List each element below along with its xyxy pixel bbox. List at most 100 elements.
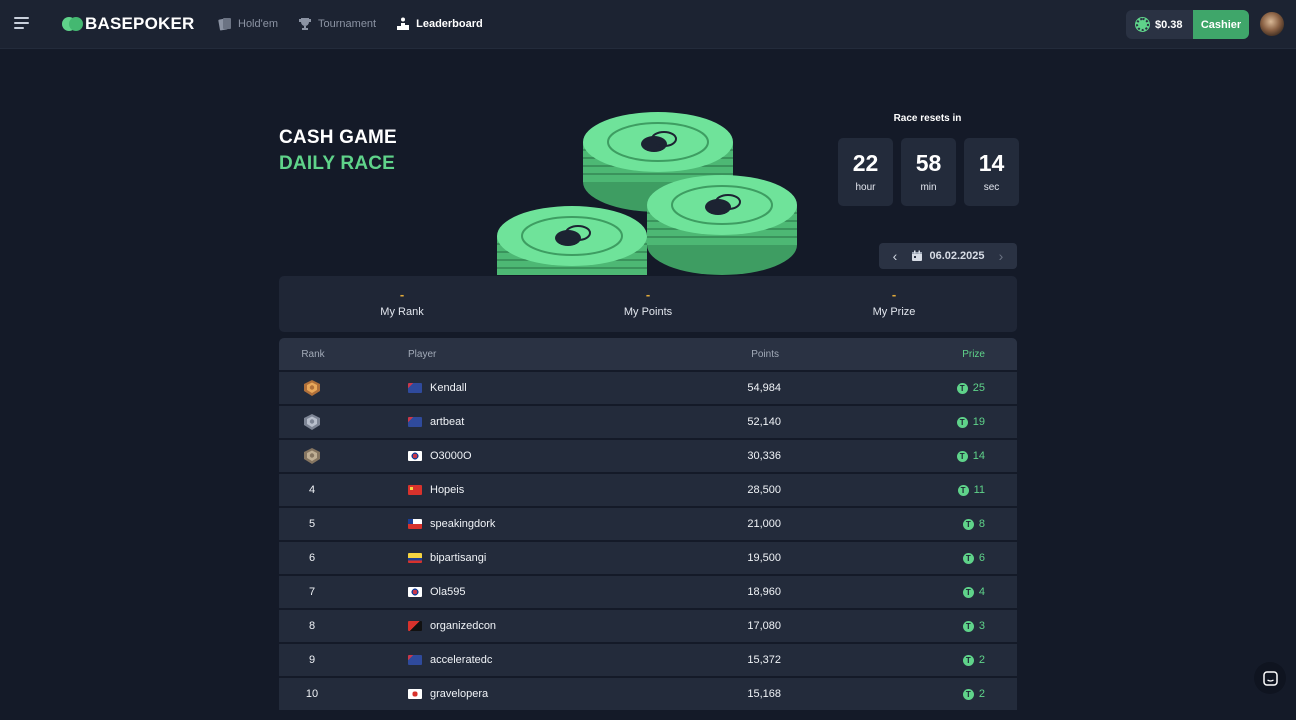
token-icon: T	[962, 552, 974, 564]
timer-hours-unit: hour	[855, 182, 876, 193]
chip-icon	[1136, 18, 1149, 31]
my-points-stat: - My Points	[568, 288, 728, 319]
rank-value: 9	[308, 654, 316, 666]
silver-medal-icon	[304, 414, 320, 430]
player-cell: bipartisangi	[408, 542, 486, 574]
table-row[interactable]: 5 speakingdork 21,000 T 8	[279, 508, 1017, 540]
token-icon: T	[957, 484, 969, 496]
main-nav: Hold'em Tournament Leaderboard	[218, 15, 483, 33]
points-cell: 52,140	[747, 416, 781, 428]
nav-leaderboard-label: Leaderboard	[416, 18, 483, 30]
player-name: O3000O	[430, 450, 472, 462]
my-prize-stat: - My Prize	[814, 287, 974, 319]
cards-icon	[218, 18, 231, 31]
player-cell: O3000O	[408, 440, 472, 472]
nav-leaderboard[interactable]: Leaderboard	[396, 15, 483, 33]
rank-cell	[279, 406, 345, 438]
table-row[interactable]: 4 Hopeis 28,500 T 11	[279, 474, 1017, 506]
rank-cell	[279, 372, 345, 404]
my-prize-label: My Prize	[872, 306, 916, 318]
logo[interactable]: BASEPOKER	[62, 14, 195, 34]
cashier-button[interactable]: Cashier	[1193, 10, 1249, 39]
token-icon: T	[962, 688, 974, 700]
gold-medal-icon	[304, 380, 320, 396]
table-row[interactable]: 6 bipartisangi 19,500 T 6	[279, 542, 1017, 574]
rank-cell: 10	[279, 678, 345, 710]
column-header-prize: Prize	[962, 348, 985, 360]
nav-tournament-label: Tournament	[318, 18, 377, 30]
rank-cell: 9	[279, 644, 345, 676]
player-cell: Kendall	[408, 372, 467, 404]
rank-value: 5	[308, 518, 316, 530]
flag-au-icon	[408, 655, 422, 665]
table-row[interactable]: 9 acceleratedc 15,372 T 2	[279, 644, 1017, 676]
column-header-points: Points	[751, 348, 779, 360]
my-stats-panel: - My Rank - My Points - My Prize	[279, 276, 1017, 332]
my-prize-value: -	[891, 287, 897, 302]
wallet: $0.38 Cashier	[1126, 10, 1249, 39]
player-name: acceleratedc	[430, 654, 493, 666]
timer-seconds-value: 14	[978, 150, 1005, 176]
balance-display[interactable]: $0.38	[1126, 10, 1193, 39]
table-row[interactable]: O3000O 30,336 T 14	[279, 440, 1017, 472]
calendar-icon	[912, 250, 923, 261]
flag-kr-icon	[408, 451, 422, 461]
flag-cn-icon	[408, 485, 422, 495]
race-reset-label: Race resets in	[893, 113, 962, 124]
nav-holdem[interactable]: Hold'em	[218, 15, 278, 33]
player-name: speakingdork	[430, 518, 496, 530]
avatar[interactable]	[1260, 12, 1284, 36]
timer-minutes-unit: min	[920, 182, 937, 193]
table-row[interactable]: 10 gravelopera 15,168 T 2	[279, 678, 1017, 710]
rank-value: 7	[308, 586, 316, 598]
rank-cell: 4	[279, 474, 345, 506]
column-header-player: Player	[408, 348, 437, 360]
next-date-button[interactable]: ›	[985, 243, 1017, 269]
prize-value: 4	[978, 586, 985, 598]
points-cell: 17,080	[747, 620, 781, 632]
logo-text: BASEPOKER	[85, 14, 195, 33]
player-name: gravelopera	[430, 688, 489, 700]
balance-value: $0.38	[1155, 18, 1183, 31]
table-row[interactable]: 8 organizedcon 17,080 T 3	[279, 610, 1017, 642]
nav-tournament[interactable]: Tournament	[298, 15, 376, 33]
chevron-right-icon: ›	[998, 248, 1004, 264]
flag-au-icon	[408, 417, 422, 427]
points-cell: 15,372	[747, 654, 781, 666]
prize-value: 14	[972, 450, 985, 462]
rank-cell: 7	[279, 576, 345, 608]
player-cell: artbeat	[408, 406, 464, 438]
logo-mark-icon	[62, 17, 83, 31]
table-row[interactable]: Kendall 54,984 T 25	[279, 372, 1017, 404]
menu-icon[interactable]	[14, 17, 29, 29]
column-header-rank: Rank	[301, 348, 325, 360]
bronze-medal-icon	[304, 448, 320, 464]
points-cell: 54,984	[747, 382, 781, 394]
previous-date-button[interactable]: ‹	[879, 243, 911, 269]
rank-value: 6	[308, 552, 316, 564]
token-icon: T	[956, 382, 968, 394]
date-selector: ‹ 06.02.2025 ›	[879, 243, 1017, 269]
table-row[interactable]: 7 Ola595 18,960 T 4	[279, 576, 1017, 608]
rank-cell: 6	[279, 542, 345, 574]
player-cell: gravelopera	[408, 678, 488, 710]
points-cell: 21,000	[747, 518, 781, 530]
date-picker[interactable]: 06.02.2025	[911, 250, 985, 262]
player-name: bipartisangi	[430, 552, 487, 564]
table-body: Kendall 54,984 T 25 artbeat 52,140 T 19 O3000O 30…	[279, 372, 1017, 710]
page-title-line2: DAILY RACE	[279, 153, 396, 174]
player-cell: organizedcon	[408, 610, 496, 642]
my-rank-label: My Rank	[380, 306, 424, 318]
prize-cell: T 11	[957, 474, 985, 506]
flag-kr-icon	[408, 587, 422, 597]
table-row[interactable]: artbeat 52,140 T 19	[279, 406, 1017, 438]
rank-cell: 8	[279, 610, 345, 642]
player-cell: speakingdork	[408, 508, 495, 540]
prize-value: 19	[972, 416, 985, 428]
prize-value: 25	[972, 382, 985, 394]
flag-co-icon	[408, 553, 422, 563]
page-title-line1: CASH GAME	[279, 127, 397, 148]
support-chat-button[interactable]	[1254, 662, 1286, 694]
